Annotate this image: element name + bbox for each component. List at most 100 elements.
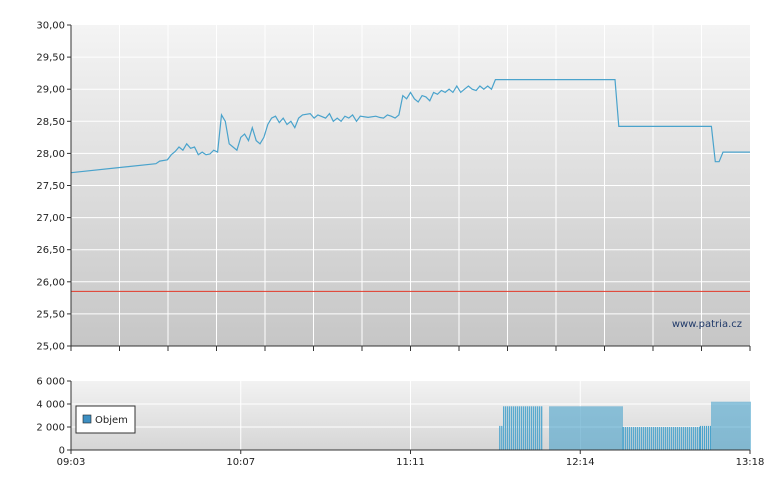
volume-bar [591,406,593,450]
volume-bar [553,406,555,450]
volume-bar [630,427,632,450]
volume-bar [557,406,559,450]
volume-bar [743,401,745,450]
volume-bar [642,427,644,450]
volume-bar [513,406,515,450]
legend-label: Objem [95,415,128,426]
volume-bar [688,427,690,450]
volume-bar [638,427,640,450]
volume-bar [577,406,579,450]
volume-bar [589,406,591,450]
volume-bar [565,406,567,450]
volume-x-tick-label: 11:11 [396,457,425,468]
volume-bar [583,406,585,450]
volume-bar [611,406,613,450]
volume-bar [575,406,577,450]
volume-bar [551,406,553,450]
volume-bar [640,427,642,450]
volume-bar [727,401,729,450]
volume-bar [529,406,531,450]
price-series-line [70,79,750,174]
price-y-tick-label: 25,50 [36,309,65,320]
volume-bar [525,406,527,450]
price-y-tick-label: 28,00 [36,149,65,160]
volume-bar [739,401,741,450]
price-y-tick-label: 29,50 [36,53,65,64]
volume-bar [527,406,529,450]
volume-panel: 6 000 4 000 2 000 0 09:03 10:07 11:11 12:14 13:… [36,377,764,469]
volume-bar [731,401,733,450]
volume-bar [717,401,719,450]
volume-bar [664,427,666,450]
volume-x-tick-labels: 09:03 10:07 11:11 12:14 13:18 [57,450,765,468]
price-y-tick-label: 26,50 [36,245,65,256]
volume-bar [585,406,587,450]
volume-bar [690,427,692,450]
volume-y-tick-label: 6 000 [36,377,65,388]
volume-bar [660,427,662,450]
volume-bar [599,406,601,450]
volume-bar [709,425,711,450]
volume-bar [741,401,743,450]
volume-bar [523,406,525,450]
volume-bar [735,401,737,450]
volume-bar [628,427,630,450]
volume-bar [747,401,749,450]
volume-x-tick-label: 09:03 [57,457,86,468]
volume-bar [626,427,628,450]
volume-y-tick-label: 4 000 [36,400,65,411]
volume-bar [694,427,696,450]
volume-bar [624,427,626,450]
volume-bar [613,406,615,450]
volume-bar [684,427,686,450]
volume-bar [737,401,739,450]
volume-bar [567,406,569,450]
volume-bar [587,406,589,450]
volume-bar [579,406,581,450]
volume-bar [729,401,731,450]
volume-bar [652,427,654,450]
volume-bar [597,406,599,450]
volume-bar [569,406,571,450]
volume-bar [535,406,537,450]
volume-bar [519,406,521,450]
price-y-tick-label: 27,00 [36,213,65,224]
volume-bar [507,406,509,450]
legend-swatch [82,414,92,424]
volume-bar [619,406,621,450]
legend: Objem [75,405,136,434]
volume-bar [609,406,611,450]
volume-x-tick-label: 13:18 [736,457,765,468]
volume-bar [521,406,523,450]
volume-bar [692,427,694,450]
volume-bar [646,427,648,450]
volume-bar [517,406,519,450]
volume-bar [699,425,701,450]
volume-bar [617,406,619,450]
volume-bar [593,406,595,450]
volume-bar [725,401,727,450]
volume-bar [680,427,682,450]
volume-bar [555,406,557,450]
volume-bar [713,401,715,450]
volume-bar [563,406,565,450]
volume-bar [672,427,674,450]
price-y-tick-label: 25,00 [36,342,65,353]
volume-bar [668,427,670,450]
volume-bar [499,425,501,450]
volume-bar [601,406,603,450]
volume-bar [715,401,717,450]
volume-bar [723,401,725,450]
volume-bar [674,427,676,450]
volume-bar [733,401,735,450]
volume-bar [634,427,636,450]
volume-bar [632,427,634,450]
volume-bar [571,406,573,450]
volume-bar [749,401,751,450]
volume-bar [511,406,513,450]
volume-bar [621,406,623,450]
volume-bar [711,401,713,450]
price-y-tick-label: 27,50 [36,181,65,192]
volume-bar [531,406,533,450]
